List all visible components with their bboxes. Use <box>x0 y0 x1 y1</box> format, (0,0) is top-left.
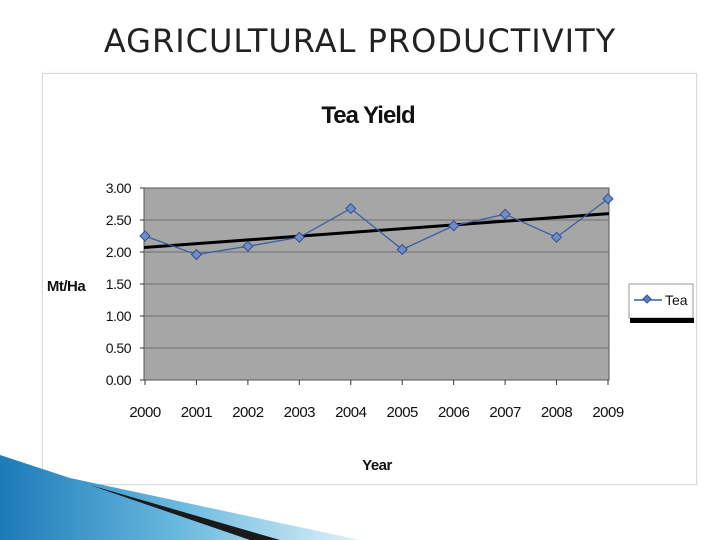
data-point-marker <box>550 231 563 243</box>
x-tick-label: 2002 <box>232 404 264 421</box>
x-tick-label: 2006 <box>438 404 470 421</box>
y-axis-title: Mt/Ha <box>47 278 86 295</box>
data-point-marker <box>499 208 511 220</box>
x-tick-label: 2005 <box>387 404 419 421</box>
data-point-marker <box>448 220 460 232</box>
legend-label: Tea <box>665 292 688 308</box>
series-line-tea <box>144 198 609 256</box>
x-tick-label: 2001 <box>181 404 213 421</box>
swoosh-blue <box>0 455 360 540</box>
y-tick-label: 0.50 <box>106 340 132 356</box>
x-axis-title: Year <box>362 457 392 474</box>
trend-line <box>143 212 610 250</box>
plot-area: 0.00 0.50 1.00 1.50 2.00 2.50 3.00 2000 2001 2002… <box>106 180 625 421</box>
legend-shadow <box>630 318 694 323</box>
legend-marker <box>642 294 652 304</box>
data-point-marker <box>602 193 614 205</box>
data-point-marker <box>396 243 408 256</box>
data-point-marker <box>345 202 357 215</box>
y-tick-label: 0.00 <box>106 372 132 388</box>
legend: Tea <box>628 283 694 323</box>
slide-title: AGRICULTURAL PRODUCTIVITY <box>103 22 617 60</box>
data-point-marker <box>293 231 305 243</box>
y-tick-label: 3.00 <box>106 180 132 196</box>
data-point-marker <box>139 230 151 242</box>
swoosh-dark <box>90 485 280 540</box>
data-point-marker <box>242 240 254 252</box>
x-tick-label: 2007 <box>489 404 521 421</box>
x-tick-label: 2009 <box>592 404 624 421</box>
y-tick-label: 1.50 <box>106 276 132 292</box>
x-tick-label: 2008 <box>541 404 573 421</box>
y-tick-label: 2.00 <box>106 244 132 260</box>
x-tick-label: 2003 <box>284 404 316 421</box>
y-tick-label: 2.50 <box>106 212 132 228</box>
data-point-marker <box>190 248 203 261</box>
x-tick-label: 2004 <box>335 404 367 421</box>
y-tick-label: 1.00 <box>106 308 132 324</box>
x-tick-label: 2000 <box>129 404 161 421</box>
chart-title: Tea Yield <box>321 102 415 129</box>
